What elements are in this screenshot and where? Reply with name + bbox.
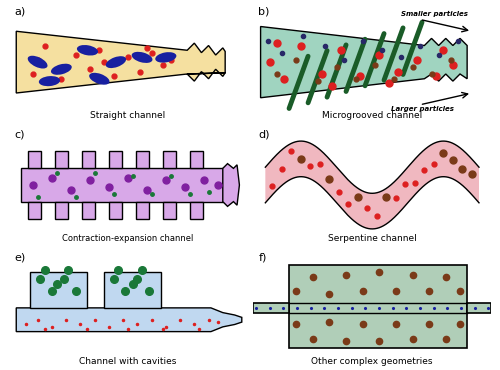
- Text: f): f): [258, 252, 266, 262]
- Polygon shape: [467, 303, 491, 313]
- Ellipse shape: [51, 64, 72, 75]
- Polygon shape: [28, 202, 41, 219]
- Polygon shape: [109, 202, 122, 219]
- Text: Serpentine channel: Serpentine channel: [328, 234, 416, 243]
- Polygon shape: [55, 151, 68, 168]
- Ellipse shape: [132, 52, 152, 63]
- Polygon shape: [16, 31, 225, 93]
- Ellipse shape: [77, 45, 98, 56]
- Text: Larger particles: Larger particles: [391, 106, 454, 112]
- Polygon shape: [162, 151, 175, 168]
- Ellipse shape: [106, 56, 126, 68]
- Polygon shape: [16, 308, 242, 332]
- Text: e): e): [14, 252, 25, 262]
- Polygon shape: [109, 151, 122, 168]
- Text: a): a): [14, 6, 25, 16]
- Text: Straight channel: Straight channel: [90, 111, 166, 120]
- Polygon shape: [82, 202, 95, 219]
- Polygon shape: [21, 168, 223, 202]
- Ellipse shape: [89, 73, 110, 85]
- Polygon shape: [266, 141, 479, 229]
- Polygon shape: [260, 27, 467, 98]
- Polygon shape: [289, 265, 467, 348]
- Polygon shape: [162, 202, 175, 219]
- Text: b): b): [258, 6, 270, 16]
- Text: Other complex geometries: Other complex geometries: [312, 357, 433, 366]
- Polygon shape: [254, 303, 289, 313]
- Polygon shape: [55, 202, 68, 219]
- Ellipse shape: [156, 52, 176, 63]
- Ellipse shape: [28, 56, 48, 68]
- Polygon shape: [82, 151, 95, 168]
- Text: Microgrooved channel: Microgrooved channel: [322, 111, 422, 120]
- Polygon shape: [136, 202, 149, 219]
- Polygon shape: [104, 272, 161, 308]
- Ellipse shape: [39, 76, 60, 86]
- Polygon shape: [30, 272, 88, 308]
- Text: Contraction-expansion channel: Contraction-expansion channel: [62, 234, 194, 243]
- Polygon shape: [28, 151, 41, 168]
- Text: c): c): [14, 129, 24, 139]
- Polygon shape: [190, 202, 202, 219]
- Text: Channel with cavities: Channel with cavities: [79, 357, 176, 366]
- Polygon shape: [223, 164, 240, 206]
- Text: d): d): [258, 129, 270, 139]
- Text: Smaller particles: Smaller particles: [400, 11, 468, 17]
- Polygon shape: [190, 151, 202, 168]
- Polygon shape: [136, 151, 149, 168]
